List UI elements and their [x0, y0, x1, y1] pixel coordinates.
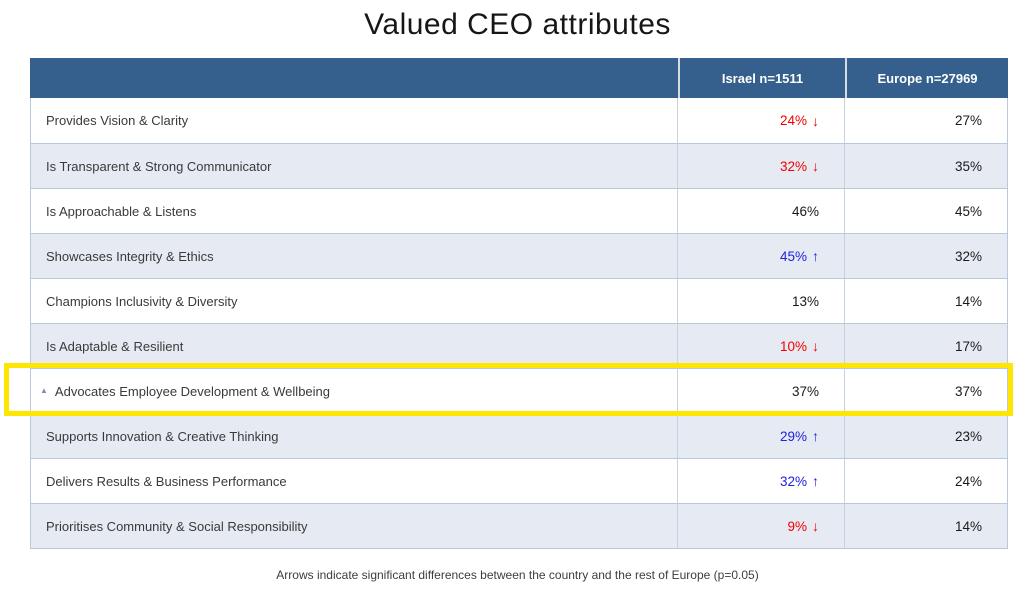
israel-value-cell: 29% ↑ [677, 414, 844, 458]
israel-value-cell: 37% [677, 369, 844, 413]
table-body: Provides Vision & Clarity 24% ↓ 27% Is Trans… [30, 98, 1008, 549]
europe-value: 37% [954, 383, 982, 399]
table-row: Showcases Integrity & Ethics 45% ↑ 32% [31, 233, 1007, 278]
europe-value-cell: 14% [844, 279, 1007, 323]
table-row: Champions Inclusivity & Diversity 13% 14% [31, 278, 1007, 323]
israel-value: 32% [779, 473, 807, 489]
attributes-table: Israel n=1511 Europe n=27969 Provides Vi… [4, 58, 1013, 549]
europe-value-cell: 37% [844, 369, 1007, 413]
israel-value: 45% [779, 248, 807, 264]
israel-value: 29% [779, 428, 807, 444]
israel-value: 10% [779, 338, 807, 354]
table-row: Is Adaptable & Resilient 10% ↓ 17% [31, 323, 1007, 368]
attribute-label: Is Transparent & Strong Communicator [46, 158, 272, 174]
israel-value: 32% [779, 158, 807, 174]
attribute-label: Showcases Integrity & Ethics [46, 248, 214, 264]
europe-value-cell: 14% [844, 504, 1007, 548]
europe-value: 27% [954, 113, 982, 128]
israel-value: 46% [791, 203, 819, 219]
header-europe-column: Europe n=27969 [845, 58, 1008, 98]
table-row: Provides Vision & Clarity 24% ↓ 27% [31, 98, 1007, 143]
europe-value-cell: 27% [844, 98, 1007, 143]
europe-value-cell: 35% [844, 144, 1007, 188]
europe-value-cell: 24% [844, 459, 1007, 503]
europe-value: 17% [954, 338, 982, 354]
significance-down-arrow-icon: ↓ [812, 518, 819, 534]
israel-value: 24% [779, 113, 807, 128]
europe-value-cell: 23% [844, 414, 1007, 458]
attribute-label: Is Approachable & Listens [46, 203, 197, 219]
europe-value: 23% [954, 428, 982, 444]
table-row: Is Transparent & Strong Communicator 32% ↓… [31, 143, 1007, 188]
europe-value: 45% [954, 203, 982, 219]
europe-value: 35% [954, 158, 982, 174]
significance-up-arrow-icon: ↑ [812, 248, 819, 264]
significance-up-arrow-icon: ↑ [812, 428, 819, 444]
attribute-label: Supports Innovation & Creative Thinking [46, 428, 279, 444]
attribute-label: Is Adaptable & Resilient [46, 338, 184, 354]
europe-value: 14% [954, 518, 982, 534]
table-row: Prioritises Community & Social Responsib… [31, 503, 1007, 548]
table-row: Delivers Results & Business Performance 3… [31, 458, 1007, 503]
europe-value-cell: 17% [844, 324, 1007, 368]
attribute-label: ▲ Advocates Employee Development & Wellbe… [40, 383, 330, 399]
header-attribute-column [30, 58, 678, 98]
europe-value: 32% [954, 248, 982, 264]
europe-value-cell: 32% [844, 234, 1007, 278]
europe-value: 14% [954, 293, 982, 309]
israel-value: 9% [787, 518, 807, 534]
collapse-caret-icon: ▲ [40, 385, 48, 395]
attribute-label: Delivers Results & Business Performance [46, 473, 287, 489]
footnote: Arrows indicate significant differences … [276, 568, 759, 582]
israel-value-cell: 9% ↓ [677, 504, 844, 548]
significance-down-arrow-icon: ↓ [812, 112, 819, 129]
israel-value-cell: 32% ↑ [677, 459, 844, 503]
significance-up-arrow-icon: ↑ [812, 473, 819, 489]
header-israel-column: Israel n=1511 [678, 58, 845, 98]
europe-value: 24% [954, 473, 982, 489]
israel-value-cell: 45% ↑ [677, 234, 844, 278]
significance-down-arrow-icon: ↓ [812, 158, 819, 174]
attribute-label: Champions Inclusivity & Diversity [46, 293, 238, 309]
attribute-label: Provides Vision & Clarity [46, 113, 189, 128]
europe-value-cell: 45% [844, 189, 1007, 233]
israel-value-cell: 24% ↓ [677, 98, 844, 143]
israel-value-cell: 46% [677, 189, 844, 233]
significance-down-arrow-icon: ↓ [812, 338, 819, 354]
israel-value: 37% [791, 383, 819, 399]
table-header-row: Israel n=1511 Europe n=27969 [30, 58, 1008, 98]
israel-value: 13% [791, 293, 819, 309]
israel-value-cell: 32% ↓ [677, 144, 844, 188]
page-title: Valued CEO attributes [364, 8, 671, 41]
table-row: ▲ Advocates Employee Development & Wellbe… [31, 368, 1007, 413]
table-row: Is Approachable & Listens 46% 45% [31, 188, 1007, 233]
table-row: Supports Innovation & Creative Thinking 2… [31, 413, 1007, 458]
attribute-label: Prioritises Community & Social Responsib… [46, 518, 308, 534]
israel-value-cell: 13% [677, 279, 844, 323]
israel-value-cell: 10% ↓ [677, 324, 844, 368]
